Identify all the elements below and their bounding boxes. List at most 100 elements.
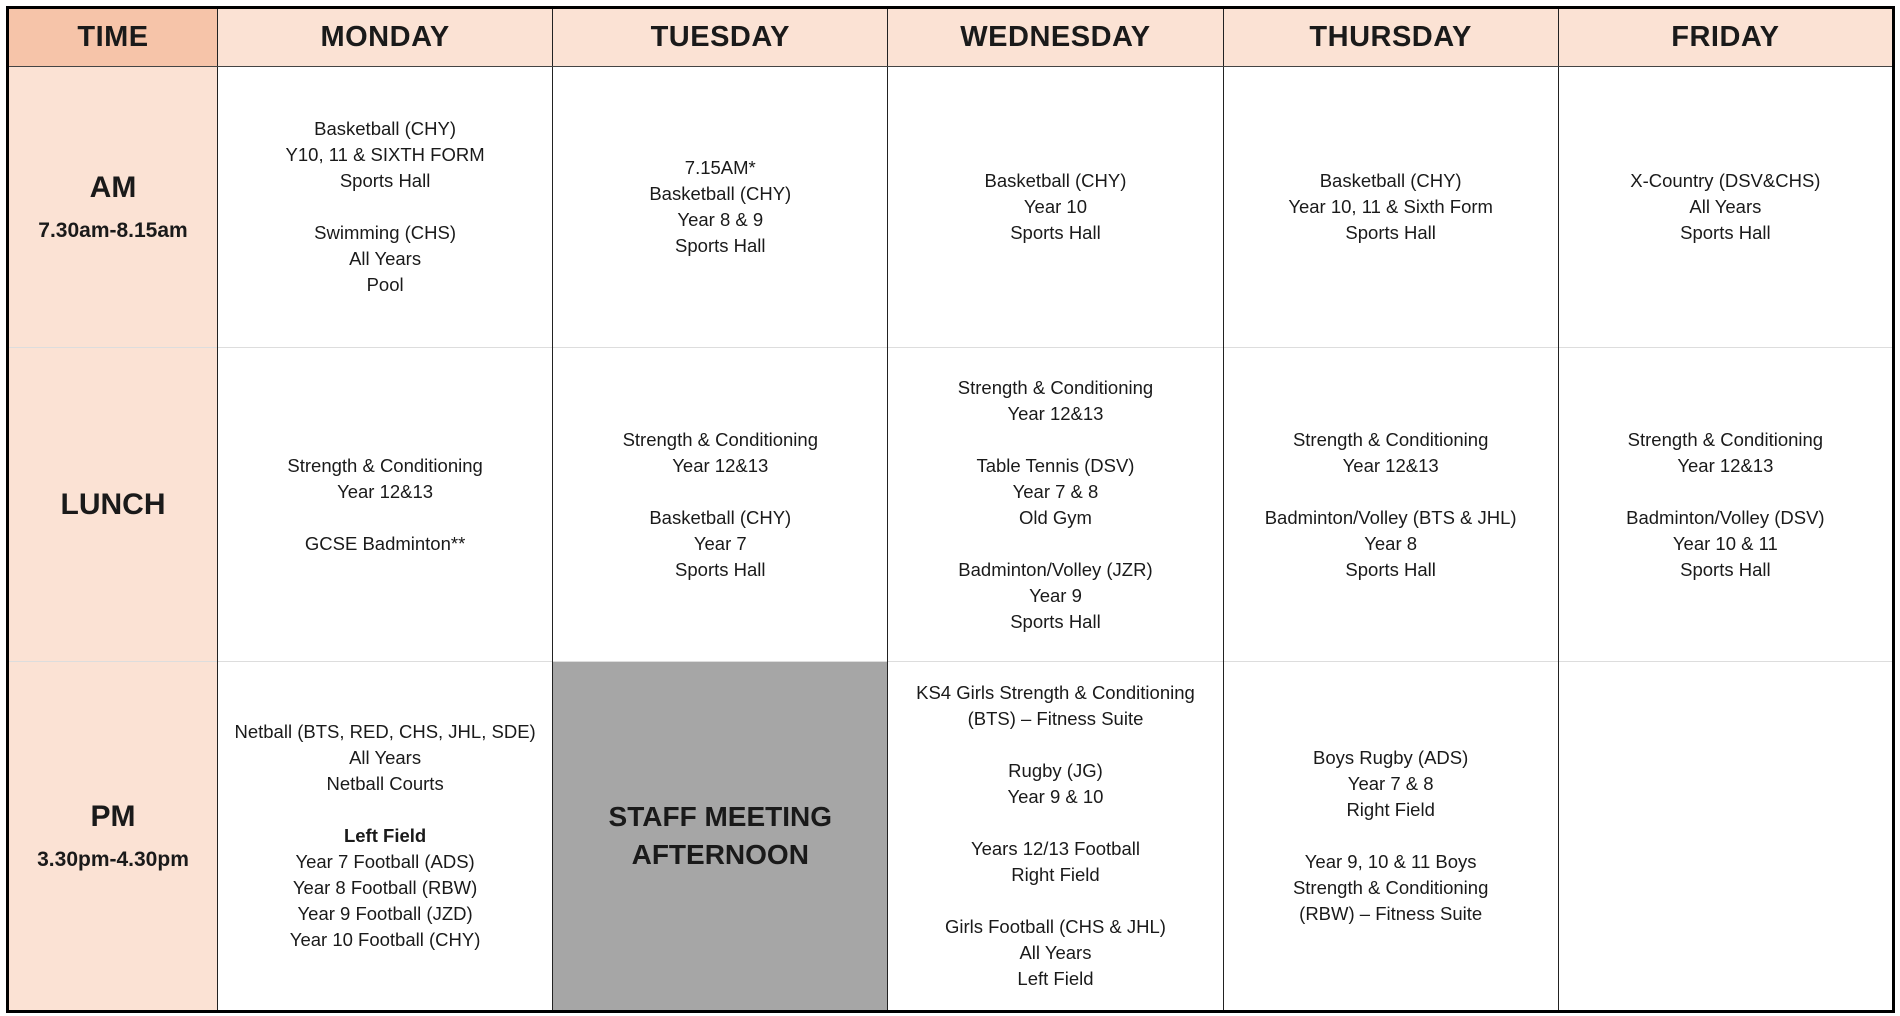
activity-line: Sports Hall (339, 170, 431, 191)
activity-line: Swimming (CHS) (314, 222, 457, 243)
activity-line: Year 8 Football (RBW) (292, 877, 478, 898)
cell-tuesday: STAFF MEETING AFTERNOON (552, 661, 889, 1012)
activity-line: Badminton/Volley (BTS & JHL) (1264, 506, 1517, 528)
activity-line: Sports Hall (1345, 222, 1436, 243)
header-tuesday: TUESDAY (552, 7, 889, 67)
activity-line: Badminton/Volley (DSV) (1626, 506, 1825, 528)
activity-line: Basketball (CHY) (984, 170, 1127, 191)
spacer (222, 194, 548, 220)
activity-line: Badminton/Volley (JZR) (958, 558, 1153, 580)
spacer (1228, 479, 1554, 505)
activity-line: Year 12&13 (337, 480, 434, 502)
cell-thursday: Boys Rugby (ADS) Year 7 & 8 Right Field Yea… (1222, 661, 1559, 1012)
time-cell: PM 3.30pm-4.30pm (7, 661, 218, 1012)
activity-line: Strength & Conditioning (622, 428, 818, 450)
activity-line: All Years (349, 747, 422, 768)
activity-line: Basketball (CHY) (1319, 170, 1462, 191)
timetable: TIME MONDAY TUESDAY WEDNESDAY THURSDAY F… (6, 6, 1895, 1013)
cell-monday: Netball (BTS, RED, CHS, JHL, SDE) All Yea… (216, 661, 554, 1012)
activity-line: All Years (1689, 196, 1762, 217)
activity-line: (BTS) – Fitness Suite (967, 708, 1144, 729)
activity-line: KS4 Girls Strength & Conditioning (916, 682, 1195, 703)
spacer (892, 888, 1218, 914)
cell-monday: Basketball (CHY) Y10, 11 & SIXTH FORM Spor… (216, 66, 554, 348)
activity-line: Sports Hall (675, 558, 766, 580)
activity-line: X-Country (DSV&CHS) (1630, 170, 1821, 191)
cell-thursday: Strength & Conditioning Year 12&13 Badmint… (1222, 347, 1559, 662)
activity-line: Year 10, 11 & Sixth Form (1288, 196, 1493, 217)
activity-line: Year 7 & 8 (1347, 773, 1434, 794)
header-wednesday: WEDNESDAY (887, 7, 1224, 67)
spacer (222, 797, 548, 823)
activity-line: 7.15AM* (684, 157, 756, 178)
activity-line: Netball (BTS, RED, CHS, JHL, SDE) (234, 721, 536, 742)
spacer (1563, 479, 1888, 505)
activity-line: Year 10 & 11 (1672, 532, 1778, 554)
activity-line: Strength & Conditioning (1292, 877, 1489, 898)
activity-line: Old Gym (1018, 506, 1092, 528)
activity-line: Pool (366, 274, 404, 295)
activity-line: Year 12&13 (1007, 402, 1104, 424)
spacer (892, 732, 1218, 758)
activity-line: Basketball (CHY) (649, 183, 792, 204)
activity-line: Boys Rugby (ADS) (1313, 747, 1469, 768)
time-range: 7.30am-8.15am (38, 219, 188, 242)
slot-label: AM (89, 171, 137, 204)
spacer (222, 505, 548, 531)
header-friday: FRIDAY (1557, 7, 1895, 67)
activity-line: Year 9, 10 & 11 Boys (1304, 851, 1477, 872)
spacer (892, 810, 1218, 836)
cell-friday (1557, 661, 1895, 1012)
activity-line: All Years (349, 248, 422, 269)
activity-line: Strength & Conditioning (1627, 428, 1824, 450)
cell-wednesday: Strength & Conditioning Year 12&13 Table T… (887, 347, 1224, 662)
cell-tuesday: Strength & Conditioning Year 12&13 Basketb… (552, 347, 889, 662)
activity-line: Right Field (1011, 864, 1100, 885)
activity-line: Rugby (JG) (1008, 760, 1103, 781)
activity-line: Y10, 11 & SIXTH FORM (285, 144, 485, 165)
slot-label: PM (90, 800, 136, 833)
spacer (892, 427, 1218, 453)
row-pm: PM 3.30pm-4.30pm Netball (BTS, RED, CHS, J… (7, 661, 1895, 1012)
staff-meeting-label: STAFF MEETING (608, 801, 833, 832)
activity-line: Year 8 & 9 (677, 209, 764, 230)
activity-line: Sports Hall (1680, 222, 1771, 243)
activity-line: Year 12&13 (672, 454, 769, 476)
cell-friday: X-Country (DSV&CHS) All Years Sports Hall (1557, 66, 1895, 348)
staff-meeting-label: AFTERNOON (631, 839, 809, 870)
time-cell: AM 7.30am-8.15am (7, 66, 218, 348)
header-row: TIME MONDAY TUESDAY WEDNESDAY THURSDAY F… (7, 7, 1895, 67)
activity-line: Strength & Conditioning (287, 454, 483, 476)
activity-line: Year 10 (1023, 196, 1088, 217)
row-lunch: LUNCH Strength & Conditioning Year 12&13 GC… (7, 347, 1895, 662)
time-range: 3.30pm-4.30pm (37, 848, 189, 871)
activity-line: GCSE Badminton** (304, 532, 466, 554)
activity-line: Strength & Conditioning (957, 376, 1154, 398)
activity-line: Strength & Conditioning (1292, 428, 1489, 450)
activity-line: (RBW) – Fitness Suite (1299, 903, 1483, 924)
activity-line: Basketball (CHY) (649, 506, 792, 528)
header-time: TIME (7, 7, 218, 67)
activity-line: Year 10 Football (CHY) (289, 929, 481, 950)
activity-line: Sports Hall (675, 235, 766, 256)
activity-line: Basketball (CHY) (314, 118, 457, 139)
activity-line: Year 7 & 8 (1012, 480, 1099, 502)
activity-line: Year 8 (1364, 532, 1418, 554)
cell-tuesday: 7.15AM* Basketball (CHY) Year 8 & 9 Sports … (552, 66, 889, 348)
spacer (557, 479, 883, 505)
cell-thursday: Basketball (CHY) Year 10, 11 & Sixth Form… (1222, 66, 1559, 348)
activity-line: Year 9 Football (JZD) (297, 903, 473, 924)
activity-line: All Years (1019, 942, 1092, 963)
header-thursday: THURSDAY (1222, 7, 1559, 67)
time-cell: LUNCH (7, 347, 218, 662)
activity-line: Sports Hall (1345, 558, 1436, 580)
slot-label: LUNCH (60, 487, 166, 521)
activity-line: Left Field (1017, 968, 1094, 989)
cell-monday: Strength & Conditioning Year 12&13 GCSE Ba… (216, 347, 554, 662)
cell-friday: Strength & Conditioning Year 12&13 Badmint… (1557, 347, 1895, 662)
activity-line: Year 7 Football (ADS) (295, 851, 475, 872)
activity-line: Right Field (1346, 799, 1435, 820)
spacer (1228, 823, 1554, 849)
activity-line: Girls Football (CHS & JHL) (944, 916, 1166, 937)
row-am: AM 7.30am-8.15am Basketball (CHY) Y10, 11 &… (7, 66, 1895, 348)
